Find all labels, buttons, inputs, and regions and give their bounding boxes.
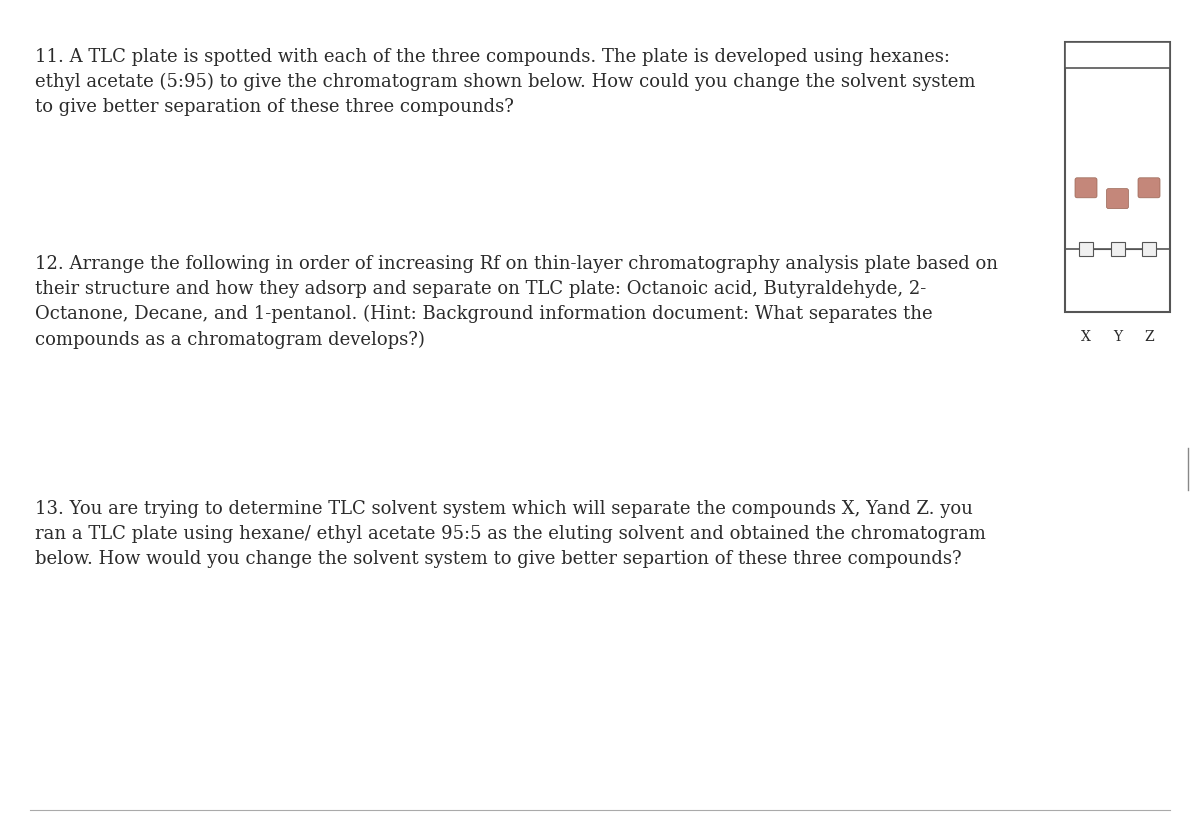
Text: 11. A TLC plate is spotted with each of the three compounds. The plate is develo: 11. A TLC plate is spotted with each of … <box>35 48 976 116</box>
Bar <box>1110 241 1124 256</box>
FancyBboxPatch shape <box>1106 189 1128 209</box>
Text: Z: Z <box>1144 330 1154 344</box>
FancyBboxPatch shape <box>1138 178 1160 198</box>
Bar <box>1142 241 1156 256</box>
Bar <box>1079 241 1093 256</box>
Bar <box>1066 42 1170 312</box>
Text: Y: Y <box>1112 330 1122 344</box>
Text: X: X <box>1081 330 1091 344</box>
FancyBboxPatch shape <box>1075 178 1097 198</box>
Text: 13. You are trying to determine TLC solvent system which will separate the compo: 13. You are trying to determine TLC solv… <box>35 500 986 568</box>
Bar <box>1066 42 1170 68</box>
Text: 12. Arrange the following in order of increasing Rf on thin-layer chromatography: 12. Arrange the following in order of in… <box>35 255 998 349</box>
